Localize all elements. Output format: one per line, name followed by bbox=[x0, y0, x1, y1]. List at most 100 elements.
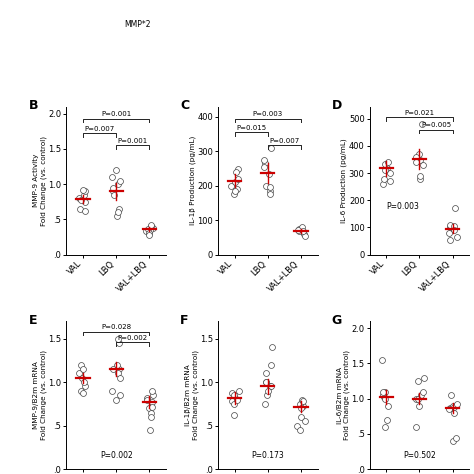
Point bbox=[378, 356, 386, 364]
Point bbox=[295, 225, 303, 233]
Point bbox=[230, 191, 237, 198]
Point bbox=[264, 387, 272, 395]
Point bbox=[450, 222, 457, 230]
Point bbox=[231, 394, 238, 401]
Point bbox=[116, 392, 124, 399]
Point bbox=[234, 185, 241, 193]
Point bbox=[300, 228, 307, 236]
Point bbox=[446, 236, 454, 244]
Point bbox=[414, 377, 422, 385]
Point bbox=[450, 403, 457, 411]
Text: P=0.502: P=0.502 bbox=[403, 451, 436, 460]
Point bbox=[75, 370, 83, 377]
Point bbox=[418, 120, 426, 128]
Point bbox=[417, 392, 425, 399]
Point bbox=[416, 172, 423, 180]
Point bbox=[451, 205, 458, 212]
Point bbox=[114, 180, 122, 188]
Point bbox=[381, 393, 388, 401]
Text: B: B bbox=[28, 99, 38, 112]
Point bbox=[447, 392, 455, 399]
Y-axis label: IL-6 Production (pg/mL): IL-6 Production (pg/mL) bbox=[341, 138, 347, 223]
Point bbox=[82, 198, 89, 206]
Point bbox=[412, 158, 419, 166]
Point bbox=[301, 230, 308, 238]
Text: P=0.007: P=0.007 bbox=[84, 126, 115, 132]
Point bbox=[263, 370, 270, 377]
Point bbox=[230, 400, 237, 408]
Point bbox=[381, 166, 389, 174]
Text: P=0.015: P=0.015 bbox=[236, 125, 266, 131]
Point bbox=[265, 170, 273, 177]
Point bbox=[383, 416, 391, 424]
Point bbox=[381, 423, 389, 431]
Point bbox=[381, 395, 388, 402]
Point bbox=[298, 396, 305, 403]
Point bbox=[381, 160, 389, 167]
Point bbox=[145, 225, 152, 232]
Point bbox=[266, 183, 274, 191]
Point bbox=[148, 387, 156, 395]
Point bbox=[108, 173, 116, 181]
Text: E: E bbox=[28, 314, 37, 327]
Point bbox=[263, 378, 270, 386]
Point bbox=[267, 361, 275, 368]
Point bbox=[267, 383, 275, 390]
Point bbox=[110, 191, 118, 199]
Point bbox=[234, 165, 242, 173]
Point bbox=[298, 413, 305, 421]
Point bbox=[114, 335, 122, 342]
Point bbox=[297, 404, 305, 412]
Text: P=0.001: P=0.001 bbox=[118, 138, 148, 144]
Point bbox=[380, 392, 387, 399]
Point bbox=[113, 361, 121, 368]
Text: F: F bbox=[180, 314, 189, 327]
Text: P=0.173: P=0.173 bbox=[251, 451, 284, 460]
Point bbox=[449, 437, 457, 445]
Point bbox=[115, 365, 122, 373]
Point bbox=[449, 402, 456, 410]
Point bbox=[232, 168, 240, 176]
Point bbox=[453, 233, 461, 241]
Text: D: D bbox=[332, 99, 342, 112]
Point bbox=[115, 205, 123, 212]
Point bbox=[80, 378, 88, 386]
Point bbox=[445, 229, 452, 237]
Point bbox=[293, 422, 301, 429]
Point bbox=[234, 175, 242, 182]
Point bbox=[148, 403, 156, 410]
Point bbox=[146, 426, 153, 434]
Point bbox=[230, 411, 237, 419]
Point bbox=[145, 404, 153, 412]
Point bbox=[295, 227, 302, 234]
Point bbox=[114, 209, 122, 216]
Point bbox=[145, 231, 153, 239]
Point bbox=[143, 396, 150, 403]
Point bbox=[109, 184, 117, 191]
Point bbox=[230, 392, 237, 399]
Point bbox=[261, 400, 269, 408]
Y-axis label: MMP-9/B2m mRNA
Fold Change (vs. control): MMP-9/B2m mRNA Fold Change (vs. control) bbox=[34, 350, 47, 440]
Text: P=0.003: P=0.003 bbox=[386, 202, 419, 211]
Text: P=0.005: P=0.005 bbox=[421, 122, 451, 128]
Point bbox=[143, 228, 150, 235]
Point bbox=[301, 232, 309, 239]
Point bbox=[452, 434, 459, 441]
Point bbox=[268, 344, 276, 351]
Point bbox=[147, 409, 155, 417]
Point bbox=[228, 389, 236, 396]
Point bbox=[296, 400, 304, 408]
Point bbox=[77, 361, 85, 368]
Point bbox=[263, 392, 270, 399]
Point bbox=[447, 221, 454, 228]
Point bbox=[416, 175, 424, 182]
Point bbox=[261, 163, 268, 171]
Text: P=0.003: P=0.003 bbox=[253, 111, 283, 118]
Point bbox=[77, 205, 84, 212]
Point bbox=[109, 365, 117, 373]
Point bbox=[445, 406, 453, 413]
Point bbox=[382, 388, 389, 395]
Point bbox=[260, 156, 268, 164]
Point bbox=[296, 426, 303, 434]
Point bbox=[298, 223, 305, 231]
